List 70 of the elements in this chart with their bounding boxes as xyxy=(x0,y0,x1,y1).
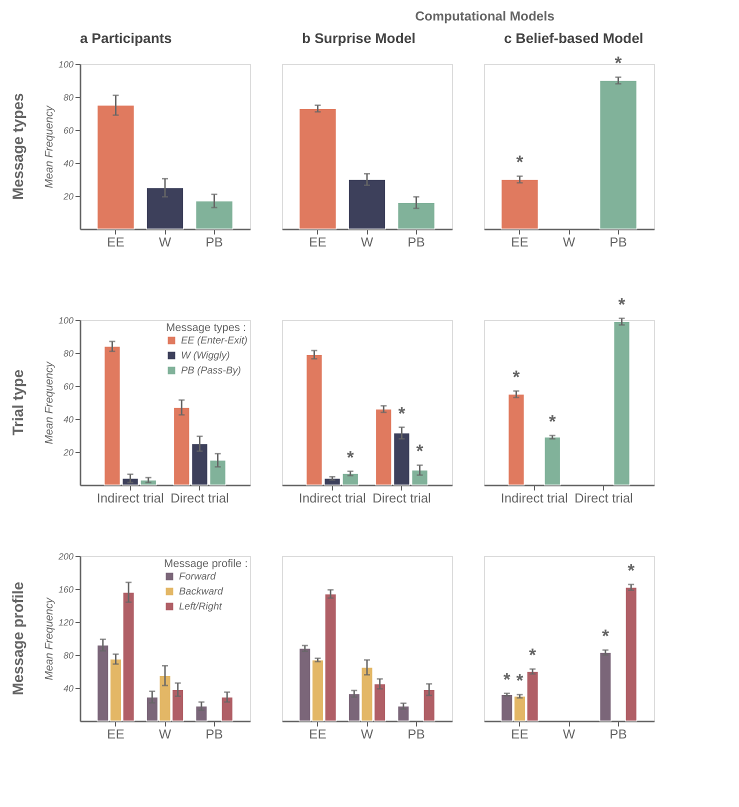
legend-title: Message types : xyxy=(166,322,246,334)
y-tick-label: 40 xyxy=(63,158,74,168)
x-tick-label: W xyxy=(360,234,374,250)
data-label: * xyxy=(416,441,424,462)
y-axis-title: Mean Frequency xyxy=(43,104,56,188)
x-tick-label: PB xyxy=(408,726,425,742)
data-label: * xyxy=(398,403,406,424)
y-tick-label: 80 xyxy=(63,92,74,102)
text: Computational Models xyxy=(415,8,554,24)
y-tick-label: 160 xyxy=(58,584,74,594)
data-label: * xyxy=(618,294,626,314)
text: Trial type xyxy=(10,370,27,436)
x-tick-label: PB xyxy=(610,234,627,250)
x-tick-label: PB xyxy=(206,726,223,742)
data-label: * xyxy=(516,152,524,172)
x-tick-label: EE xyxy=(511,726,529,742)
x-tick-label: PB xyxy=(610,726,627,742)
x-tick-label: EE xyxy=(309,726,327,742)
data-label: * xyxy=(516,670,524,691)
data-label: * xyxy=(548,412,556,432)
x-tick-label: Direct trial xyxy=(574,490,634,506)
data-label: * xyxy=(614,53,622,74)
legend-title: Message profile : xyxy=(164,558,248,570)
y-tick-label: 100 xyxy=(58,60,74,70)
legend-label: Left/Right xyxy=(179,602,224,612)
legend-label: PB (Pass-By) xyxy=(181,366,242,376)
y-tick-label: 60 xyxy=(63,126,74,136)
y-tick-label: 200 xyxy=(57,552,74,562)
x-tick-label: Indirect trial xyxy=(500,490,568,506)
legend-label: Backward xyxy=(179,586,224,598)
data-label: * xyxy=(512,366,520,387)
y-tick-label: 40 xyxy=(63,684,74,694)
legend-label: Forward xyxy=(179,572,216,582)
x-tick-label: Indirect trial xyxy=(96,490,164,506)
text: Message types xyxy=(10,93,27,200)
x-tick-label: W xyxy=(158,234,172,250)
x-tick-label: Direct trial xyxy=(170,490,230,506)
chart-title: c Belief-based Model xyxy=(504,30,644,46)
data-label: * xyxy=(346,447,354,468)
x-tick-label: EE xyxy=(107,234,125,250)
data-label: * xyxy=(602,626,609,646)
x-tick-label: W xyxy=(158,726,172,742)
y-tick-label: 120 xyxy=(58,618,74,628)
x-tick-label: EE xyxy=(107,726,125,742)
legend-label: EE (Enter-Exit) xyxy=(181,336,248,346)
data-label: * xyxy=(503,669,510,690)
x-tick-label: W xyxy=(562,726,576,742)
x-tick-label: PB xyxy=(408,234,425,250)
y-axis-title: Mean Frequency xyxy=(43,360,56,444)
x-tick-label: EE xyxy=(309,234,327,250)
chart-title: b Surprise Model xyxy=(302,30,416,46)
y-axis-title: Mean Frequency xyxy=(43,596,56,680)
x-tick-label: W xyxy=(360,726,374,742)
data-label: * xyxy=(628,560,635,580)
x-tick-label: Direct trial xyxy=(372,490,432,506)
x-tick-label: EE xyxy=(511,234,529,250)
y-tick-label: 60 xyxy=(63,382,74,392)
x-tick-label: Indirect trial xyxy=(298,490,366,506)
chart-title: a Participants xyxy=(80,30,172,46)
legend-label: W (Wiggly) xyxy=(181,350,230,362)
text: Message profile xyxy=(10,582,27,696)
x-tick-label: W xyxy=(562,234,576,250)
y-tick-label: 80 xyxy=(63,348,74,358)
y-tick-label: 80 xyxy=(63,650,74,660)
y-tick-label: 40 xyxy=(63,414,74,424)
y-tick-label: 20 xyxy=(62,192,74,202)
x-tick-label: PB xyxy=(206,234,223,250)
y-tick-label: 20 xyxy=(62,448,74,458)
data-label: * xyxy=(529,645,536,666)
y-tick-label: 100 xyxy=(58,316,74,326)
